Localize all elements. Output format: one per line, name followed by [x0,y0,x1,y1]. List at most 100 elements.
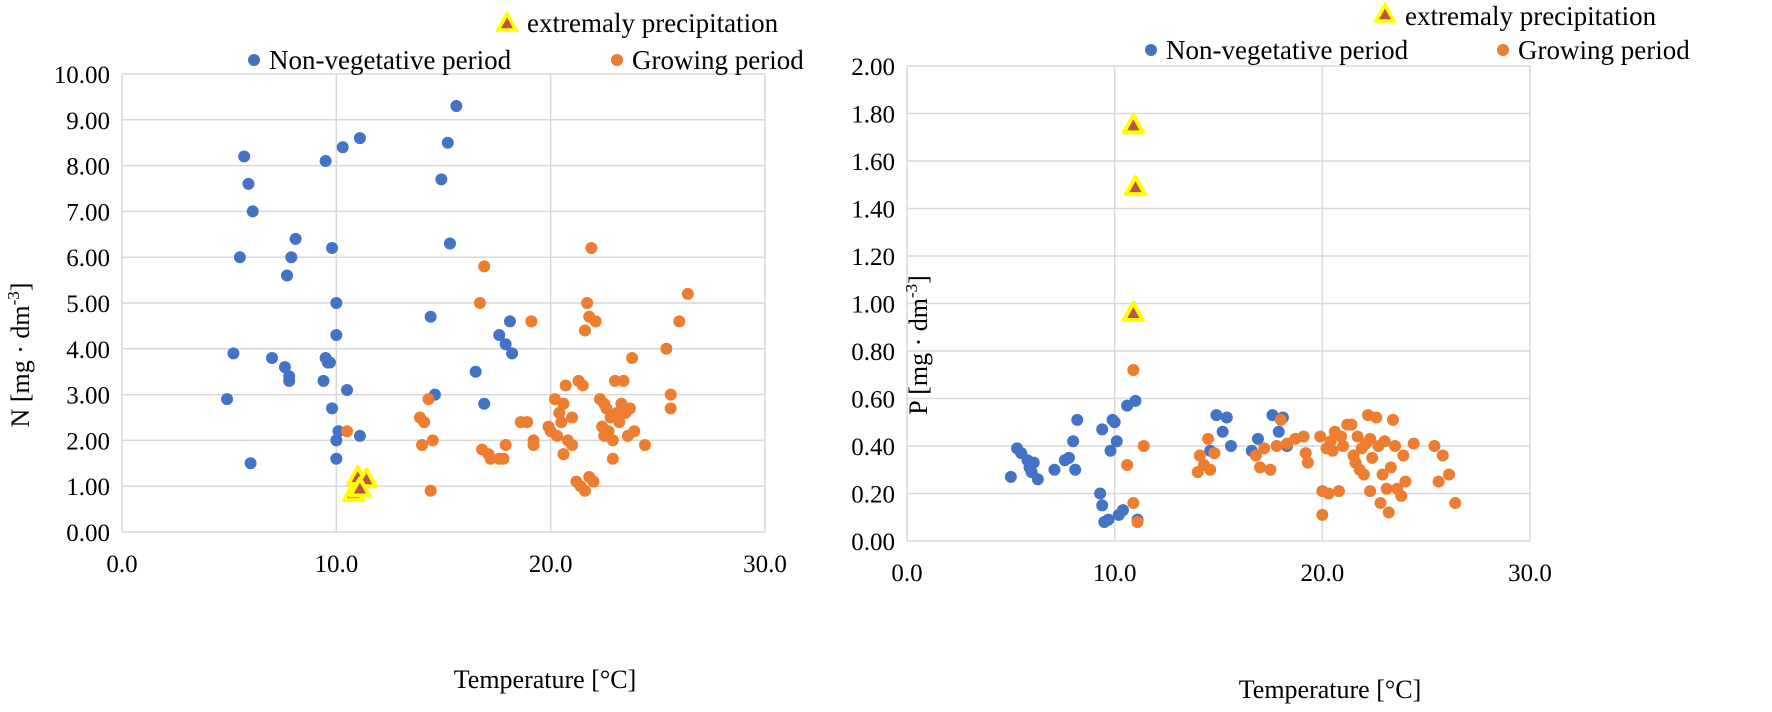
point-non-vegetative-period [336,141,349,154]
point-growing-period [613,416,626,429]
point-non-vegetative-period [244,457,257,470]
y-tick-label: 0.40 [851,434,895,461]
point-non-vegetative-period [1027,456,1040,469]
legend-label-extreme-precipitation: extremaly precipitation [1405,1,1657,31]
point-growing-period [1382,506,1395,519]
point-non-vegetative-period [1004,470,1017,483]
chart-nitrogen: 0.00 1.00 2.00 3.00 4.00 5.00 6.00 7.00 8.00 9.00… [4,8,804,694]
point-growing-period [606,434,619,447]
point-growing-period [1316,508,1329,521]
point-non-vegetative-period [1220,411,1233,424]
point-growing-period [341,425,354,438]
point-non-vegetative-period [285,251,298,264]
point-non-vegetative-period [227,347,240,360]
point-non-vegetative-period [469,365,482,378]
point-non-vegetative-period [443,237,456,250]
point-growing-period [581,297,594,309]
y-tick-label: 0.60 [851,387,895,414]
point-growing-period [1301,456,1314,469]
point-growing-period [664,388,677,401]
legend-marker-non-vegetative [1145,44,1157,56]
point-growing-period [664,402,677,415]
point-growing-period [424,484,437,497]
point-growing-period [1364,432,1377,445]
legend-label-non-vegetative: Non-vegetative period [1166,35,1409,65]
point-growing-period [1370,411,1383,424]
point-growing-period [587,475,600,488]
x-tick-labels: 0.0 10.0 20.0 30.0 [106,551,787,578]
point-non-vegetative-period [435,173,448,186]
legend-label-growing: Growing period [1518,35,1690,65]
point-non-vegetative-period [1096,499,1109,512]
point-non-vegetative-period [330,452,343,465]
point-growing-period [606,452,619,465]
y-tick-label: 2.00 [851,54,895,81]
point-non-vegetative-period [326,402,339,415]
point-growing-period [1428,440,1441,452]
legend: extremaly precipitation Non-vegetative p… [248,8,804,75]
point-growing-period [626,351,639,364]
point-growing-period [1389,440,1402,452]
point-growing-period [525,315,538,328]
y-tick-label: 3.00 [66,383,110,410]
point-growing-period [1193,449,1206,462]
point-non-vegetative-period [1224,440,1237,452]
point-growing-period [1127,364,1140,376]
y-tick-label: 0.00 [66,520,110,547]
x-axis-title: Temperature [°C] [454,665,637,694]
point-non-vegetative-period [221,393,234,406]
point-growing-period [527,438,540,451]
point-growing-period [1364,485,1377,498]
point-growing-period [497,452,510,465]
point-non-vegetative-period [1067,435,1080,448]
legend-marker-growing [611,54,623,66]
x-tick-label: 20.0 [1300,560,1344,587]
point-non-vegetative-period [450,100,463,113]
point-growing-period [521,416,534,429]
legend: extremaly precipitation Non-vegetative p… [1145,1,1690,65]
y-tick-label: 0.20 [851,482,895,509]
legend-marker-extreme-precipitation [495,10,519,32]
point-growing-period [1397,449,1410,462]
point-growing-period [1137,440,1150,452]
point-non-vegetative-period [242,177,255,190]
point-non-vegetative-period [1129,394,1142,407]
point-growing-period [1395,489,1408,502]
point-growing-period [1131,516,1144,528]
point-non-vegetative-period [341,384,354,397]
point-non-vegetative-period [246,205,259,218]
point-non-vegetative-period [1104,444,1117,457]
y-axis-title: P [mg · dm-3] [902,275,933,415]
point-growing-period [1337,440,1350,452]
point-growing-period [559,379,572,392]
y-tick-label: 0.00 [851,529,895,556]
point-growing-period [1380,482,1393,495]
point-growing-period [623,402,636,415]
y-axis-title: N [mg · dm-3] [4,283,35,428]
point-non-vegetative-period [1272,425,1285,438]
y-tick-label: 6.00 [66,245,110,272]
point-non-vegetative-period [281,269,294,282]
point-growing-period [1254,461,1267,474]
point-growing-period [1202,432,1215,445]
point-non-vegetative-period [441,136,454,149]
point-growing-period [585,242,598,255]
x-axis-title: Temperature [°C] [1239,675,1422,704]
y-axis-title-superscript: -3 [902,284,921,298]
point-non-vegetative-period [1110,435,1123,448]
point-growing-period [426,434,439,447]
point-growing-period [578,484,591,497]
point-non-vegetative-period [1031,473,1044,486]
point-growing-period [1297,430,1310,443]
point-growing-period [1314,430,1327,443]
legend-marker-growing [1497,44,1509,56]
point-growing-period [578,324,591,337]
point-non-vegetative-period [1048,463,1061,476]
point-growing-period [660,342,673,355]
point-growing-period [589,315,602,328]
point-growing-period [1299,447,1312,460]
point-non-vegetative-period [332,425,345,438]
point-growing-period [681,287,694,300]
point-growing-period [576,379,589,392]
